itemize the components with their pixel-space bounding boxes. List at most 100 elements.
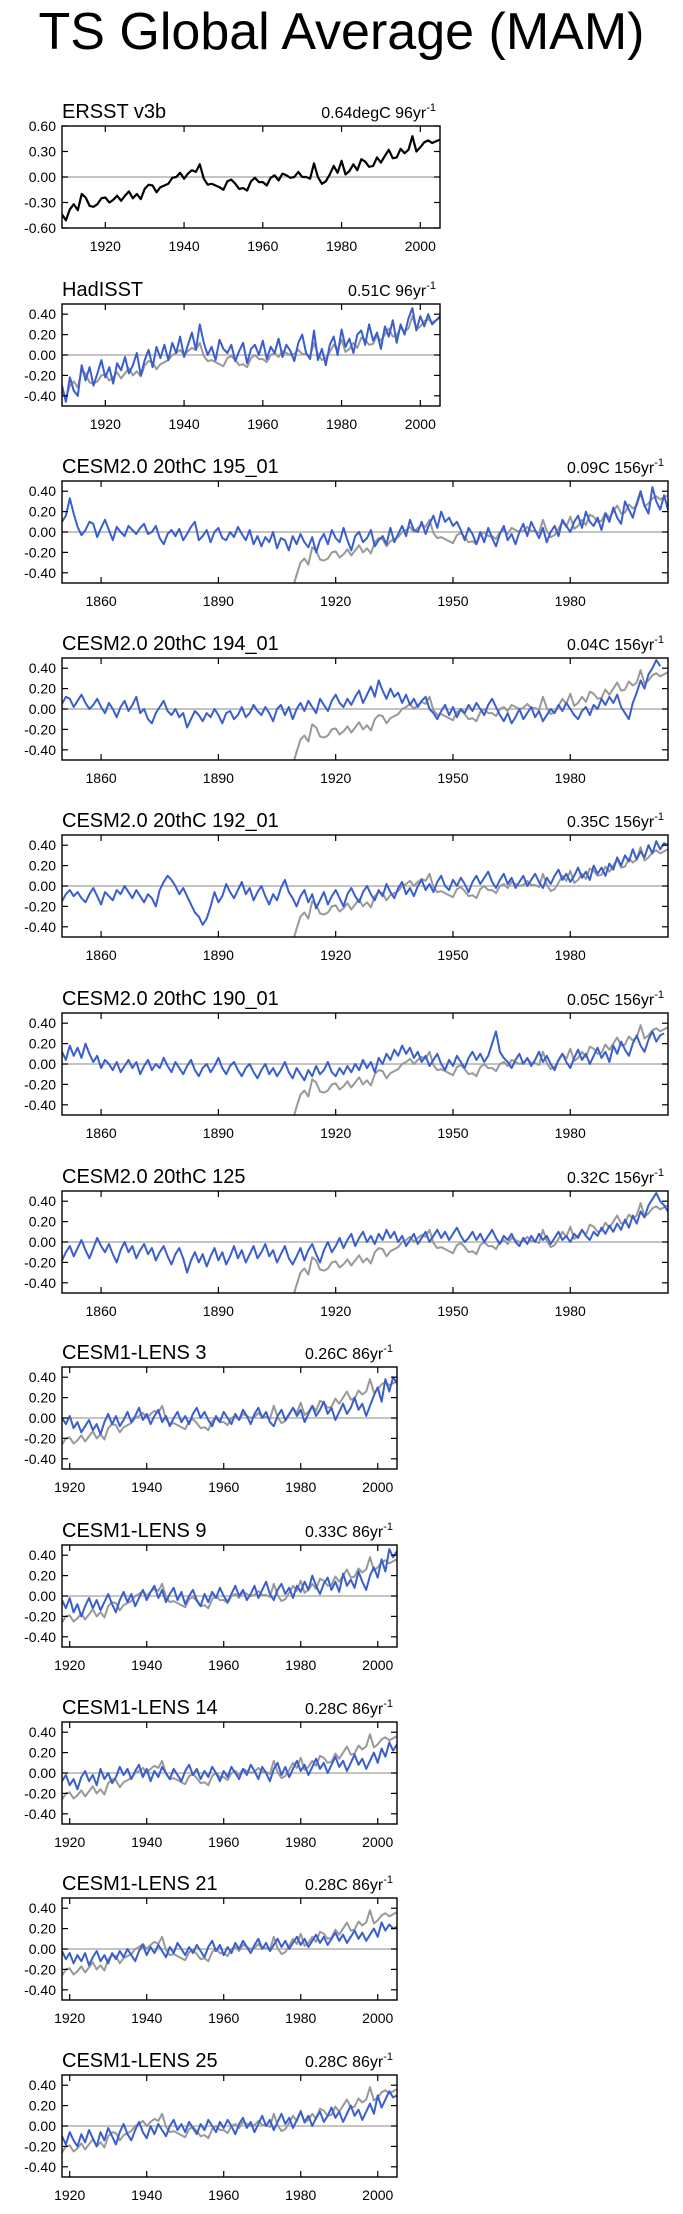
y-tick-label: 0.00: [29, 347, 56, 363]
model-series-line: [62, 840, 668, 926]
y-tick-label: 0.40: [29, 1547, 56, 1563]
x-tick-label: 1980: [555, 947, 586, 963]
chart-panel-9: CESM1-LENS 9 0.33C 86yr-1 0.40 0.20 0.00 -0.2…: [24, 1520, 398, 1673]
x-tick-label: 1920: [320, 1303, 351, 1319]
chart-title: CESM2.0 20thC 125: [62, 1166, 245, 1188]
x-tick-label: 1980: [326, 238, 357, 254]
x-tick-label: 1950: [437, 947, 468, 963]
x-tick-label: 1980: [285, 1834, 316, 1850]
y-tick-label: -0.40: [24, 1097, 56, 1113]
y-tick-label: -0.20: [24, 367, 56, 383]
chart-title: CESM1-LENS 14: [62, 1697, 218, 1719]
x-tick-label: 1960: [208, 2010, 239, 2026]
y-tick-label: 0.40: [29, 1724, 56, 1740]
chart-panel-4: CESM2.0 20thC 194_01 0.04C 156yr-1 0.40 0.2…: [24, 633, 669, 786]
x-tick-label: 1980: [555, 770, 586, 786]
y-tick-label: 0.20: [29, 504, 56, 520]
x-tick-label: 1890: [203, 947, 234, 963]
x-tick-label: 2000: [362, 1657, 393, 1673]
chart-panel-2: HadISST 0.51C 96yr-1 0.40 0.20 0.00 -0.20 -0.4…: [24, 279, 441, 432]
x-tick-label: 2000: [362, 2010, 393, 2026]
y-tick-label: 0.40: [29, 1369, 56, 1385]
x-tick-label: 1980: [285, 1479, 316, 1495]
x-tick-label: 2000: [362, 2187, 393, 2203]
observed-series-line: [62, 135, 440, 222]
trend-label: 0.51C 96yr-1: [348, 280, 436, 300]
y-tick-label: -0.40: [24, 1629, 56, 1645]
y-tick-label: 0.00: [29, 1941, 56, 1957]
x-tick-label: 1960: [208, 1479, 239, 1495]
x-tick-label: 1920: [320, 947, 351, 963]
x-tick-label: 1860: [86, 770, 117, 786]
x-tick-label: 1940: [168, 416, 199, 432]
reference-series-line: [293, 492, 668, 583]
y-tick-label: 0.20: [29, 1921, 56, 1937]
trend-label: 0.28C 86yr-1: [305, 1698, 393, 1718]
y-tick-label: 0.00: [29, 1056, 56, 1072]
x-tick-label: 1890: [203, 593, 234, 609]
x-tick-label: 1940: [131, 2010, 162, 2026]
trend-label: 0.05C 156yr-1: [567, 989, 664, 1009]
y-tick-label: 0.20: [29, 681, 56, 697]
x-tick-label: 1940: [131, 1479, 162, 1495]
chart-title: HadISST: [62, 279, 143, 301]
model-series-line: [62, 1376, 397, 1436]
y-tick-label: 0.00: [29, 169, 56, 185]
x-tick-label: 1960: [247, 238, 278, 254]
trend-label: 0.32C 156yr-1: [567, 1167, 664, 1187]
y-tick-label: 0.20: [29, 1745, 56, 1761]
y-tick-label: -0.40: [24, 742, 56, 758]
x-tick-label: 1950: [437, 770, 468, 786]
y-tick-label: 0.00: [29, 1765, 56, 1781]
chart-title: CESM1-LENS 3: [62, 1342, 207, 1364]
reference-series-line: [62, 315, 440, 399]
y-tick-label: -0.20: [24, 1430, 56, 1446]
model-series-line: [62, 1921, 397, 1967]
x-tick-label: 1980: [285, 1657, 316, 1673]
x-tick-label: 1950: [437, 1303, 468, 1319]
x-tick-label: 1920: [90, 416, 121, 432]
x-tick-label: 1920: [54, 2187, 85, 2203]
x-tick-label: 1860: [86, 1125, 117, 1141]
chart-panel-7: CESM2.0 20thC 125 0.32C 156yr-1 0.40 0.20 0.…: [24, 1166, 669, 1319]
y-tick-label: 0.30: [29, 144, 56, 160]
y-tick-label: 0.40: [29, 1193, 56, 1209]
y-tick-label: -0.30: [24, 195, 56, 211]
x-tick-label: 1920: [54, 1479, 85, 1495]
y-tick-label: 0.20: [29, 1214, 56, 1230]
chart-panel-10: CESM1-LENS 14 0.28C 86yr-1 0.40 0.20 0.00 -0.…: [24, 1697, 398, 1850]
chart-panel-11: CESM1-LENS 21 0.28C 86yr-1 0.40 0.20 0.00 -0.…: [24, 1873, 398, 2026]
x-tick-label: 2000: [405, 238, 436, 254]
y-tick-label: 0.00: [29, 2118, 56, 2134]
x-tick-label: 1920: [320, 1125, 351, 1141]
chart-panel-5: CESM2.0 20thC 192_01 0.35C 156yr-1 0.40 0.2…: [24, 810, 669, 963]
y-tick-label: 0.40: [29, 1900, 56, 1916]
x-tick-label: 1920: [54, 2010, 85, 2026]
x-tick-label: 1860: [86, 1303, 117, 1319]
x-tick-label: 1950: [437, 1125, 468, 1141]
x-tick-label: 1980: [326, 416, 357, 432]
y-tick-label: -0.40: [24, 1806, 56, 1822]
chart-title: CESM1-LENS 9: [62, 1520, 207, 1542]
trend-label: 0.33C 86yr-1: [305, 1521, 393, 1541]
x-tick-label: 1860: [86, 593, 117, 609]
y-tick-label: -0.20: [24, 721, 56, 737]
y-tick-label: -0.40: [24, 1451, 56, 1467]
x-tick-label: 1940: [131, 1657, 162, 1673]
x-tick-label: 1980: [555, 1125, 586, 1141]
y-tick-label: 0.20: [29, 327, 56, 343]
chart-panel-8: CESM1-LENS 3 0.26C 86yr-1 0.40 0.20 0.00 -0.2…: [24, 1342, 398, 1495]
chart-title: CESM2.0 20thC 192_01: [62, 810, 279, 832]
model-series-line: [62, 307, 440, 403]
trend-label: 0.09C 156yr-1: [567, 457, 664, 477]
y-tick-label: 0.40: [29, 837, 56, 853]
y-tick-label: -0.20: [24, 1961, 56, 1977]
model-series-line: [62, 486, 668, 554]
trend-label: 0.35C 156yr-1: [567, 811, 664, 831]
chart-title: CESM2.0 20thC 194_01: [62, 633, 279, 655]
reference-series-line: [62, 1909, 397, 1977]
chart-panel-1: ERSST v3b 0.64degC 96yr-1 0.60 0.30 0.00 -0.3…: [24, 101, 441, 254]
x-tick-label: 1940: [168, 238, 199, 254]
y-tick-label: 0.20: [29, 1390, 56, 1406]
chart-title: CESM1-LENS 21: [62, 1873, 218, 1895]
